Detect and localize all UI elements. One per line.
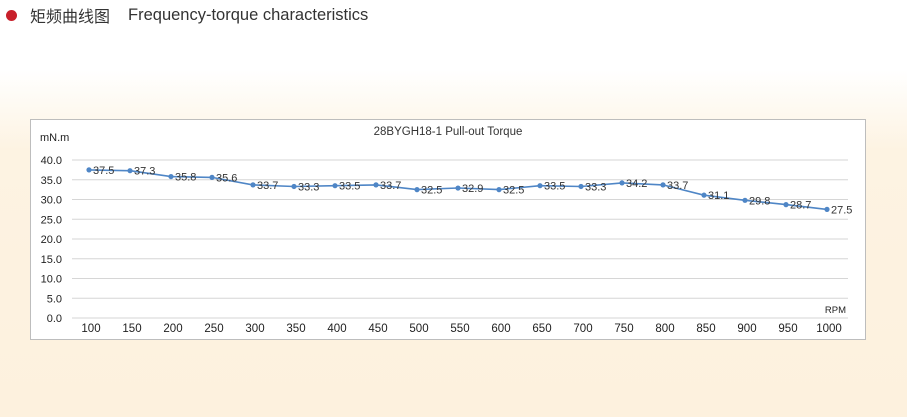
data-point xyxy=(86,167,92,173)
y-axis-unit: mN.m xyxy=(40,132,69,144)
data-label: 33.7 xyxy=(667,180,688,192)
data-label: 35.6 xyxy=(216,172,237,184)
data-point xyxy=(496,187,502,193)
section-heading: 矩频曲线图 Frequency-torque characteristics xyxy=(6,4,368,26)
data-point xyxy=(578,183,584,190)
data-label: 32.9 xyxy=(462,183,483,195)
x-tick-label: 650 xyxy=(532,323,551,335)
data-label: 35.8 xyxy=(175,172,196,184)
data-point xyxy=(250,182,256,188)
data-label: 32.5 xyxy=(503,185,524,197)
x-tick-label: 350 xyxy=(286,323,305,335)
chart-title: 28BYGH18-1 Pull-out Torque xyxy=(374,126,523,138)
data-points xyxy=(86,167,830,212)
data-point xyxy=(455,185,461,191)
bullet-dot-icon xyxy=(6,9,17,21)
x-tick-labels: 100 150 200 250 300 350 400 450 500 550 600 650 700 7… xyxy=(81,323,841,335)
y-tick-label: 30.0 xyxy=(41,195,62,207)
y-tick-label: 35.0 xyxy=(41,175,62,187)
data-point xyxy=(742,197,748,203)
x-tick-label: 500 xyxy=(409,323,428,335)
y-tick-label: 25.0 xyxy=(41,214,62,226)
chart-panel xyxy=(30,119,866,340)
heading-title-en: Frequency-torque characteristics xyxy=(128,5,369,24)
data-point xyxy=(291,183,297,190)
data-label: 34.2 xyxy=(626,178,647,190)
x-tick-label: 100 xyxy=(81,323,100,335)
x-tick-label: 700 xyxy=(573,323,592,335)
data-point xyxy=(824,206,830,212)
data-point xyxy=(127,168,133,174)
data-label: 33.5 xyxy=(339,181,360,193)
data-point xyxy=(537,183,543,189)
x-tick-label: 950 xyxy=(778,323,797,335)
data-label: 33.3 xyxy=(585,181,606,193)
data-point xyxy=(660,182,666,188)
x-axis-unit: RPM xyxy=(825,305,846,316)
data-label: 31.1 xyxy=(708,190,729,202)
data-point xyxy=(701,192,707,198)
data-point xyxy=(332,183,338,189)
x-tick-label: 450 xyxy=(368,323,387,335)
x-tick-label: 800 xyxy=(655,323,674,335)
data-label: 28.7 xyxy=(790,200,811,212)
x-tick-label: 900 xyxy=(737,323,756,335)
data-point xyxy=(168,173,174,180)
data-label: 33.3 xyxy=(298,181,319,193)
data-label: 33.7 xyxy=(257,180,278,192)
x-tick-label: 200 xyxy=(163,323,182,335)
x-tick-label: 250 xyxy=(204,323,223,335)
x-tick-label: 150 xyxy=(122,323,141,335)
y-tick-labels: 0.0 5.0 10.0 15.0 20.0 25.0 30.0 35.0 40.0 xyxy=(41,155,62,325)
heading-title-cn: 矩频曲线图 xyxy=(30,7,111,26)
data-label: 33.7 xyxy=(380,180,401,192)
grid-layer xyxy=(72,159,848,319)
x-tick-label: 600 xyxy=(491,323,510,335)
x-tick-label: 750 xyxy=(614,323,633,335)
data-point xyxy=(783,202,789,208)
data-label: 37.5 xyxy=(93,165,114,177)
data-point xyxy=(209,174,215,180)
y-tick-label: 0.0 xyxy=(47,313,62,325)
y-tick-label: 15.0 xyxy=(41,254,62,266)
data-labels: 37.5 37.3 35.8 35.6 33.7 33.3 33.5 33.7 32.5 32.9… xyxy=(93,165,852,217)
x-tick-label: 400 xyxy=(327,323,346,335)
data-label: 37.3 xyxy=(134,166,155,178)
data-point xyxy=(619,180,625,186)
x-tick-label: 850 xyxy=(696,323,715,335)
data-label: 27.5 xyxy=(831,204,852,216)
data-label: 29.8 xyxy=(749,195,770,207)
y-tick-label: 5.0 xyxy=(47,293,62,305)
y-tick-label: 20.0 xyxy=(41,234,62,246)
data-point xyxy=(414,187,420,193)
data-point xyxy=(373,182,379,188)
data-label: 33.5 xyxy=(544,181,565,193)
x-tick-label: 1000 xyxy=(816,323,842,335)
x-tick-label: 300 xyxy=(245,323,264,335)
y-tick-label: 10.0 xyxy=(41,274,62,286)
y-tick-label: 40.0 xyxy=(41,155,62,167)
data-label: 32.5 xyxy=(421,185,442,197)
x-tick-label: 550 xyxy=(450,323,469,335)
